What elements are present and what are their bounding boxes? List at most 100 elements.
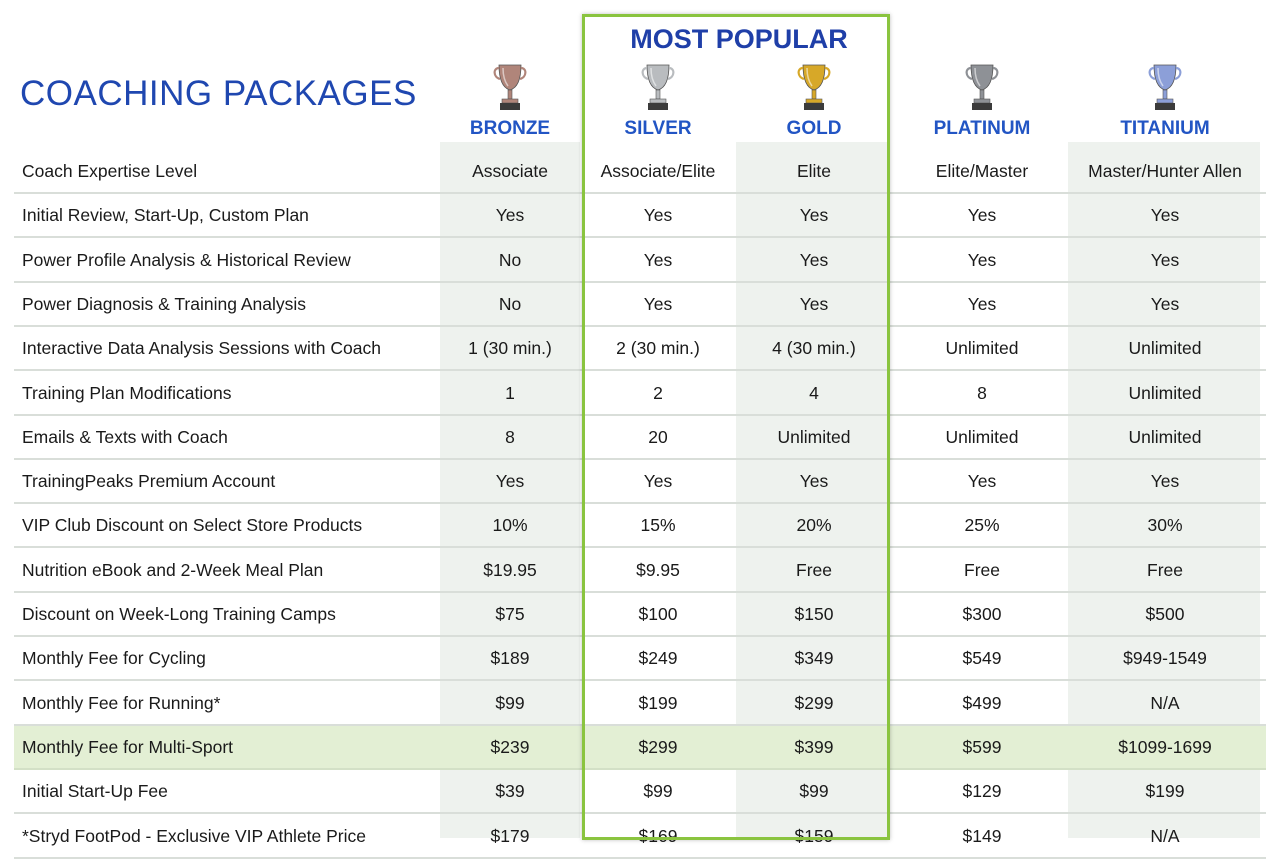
row-label: Emails & Texts with Coach: [22, 426, 228, 447]
row-label: Nutrition eBook and 2-Week Meal Plan: [22, 559, 324, 580]
table-row: Monthly Fee for Cycling $189 $249 $349 $549 $…: [14, 637, 1266, 682]
cell-titanium: Unlimited: [1128, 426, 1202, 447]
cell-bronze: No: [498, 249, 522, 270]
row-label: Monthly Fee for Running*: [22, 692, 221, 713]
cell-titanium: $199: [1145, 781, 1185, 802]
cell-platinum: Yes: [967, 249, 997, 270]
cell-bronze: Yes: [495, 205, 525, 226]
row-label: Monthly Fee for Multi-Sport: [22, 736, 234, 757]
platinum-trophy-icon: [965, 64, 999, 110]
row-label: Discount on Week-Long Training Camps: [22, 604, 336, 624]
cell-silver: $299: [638, 736, 678, 757]
page-title: COACHING PACKAGES: [20, 74, 417, 113]
cell-bronze: 1: [505, 382, 515, 403]
cell-gold: Free: [796, 559, 832, 580]
row-label: Initial Start-Up Fee: [22, 781, 168, 802]
cell-silver: Yes: [643, 205, 673, 226]
cell-platinum: $149: [962, 825, 1002, 846]
tier-header-gold: GOLD: [739, 62, 889, 142]
cell-gold: Yes: [799, 249, 829, 270]
cell-titanium: 30%: [1147, 515, 1183, 536]
cell-platinum: $499: [962, 692, 1002, 713]
cell-bronze: $19.95: [483, 559, 537, 580]
cell-silver: $100: [638, 604, 678, 624]
cell-gold: $159: [794, 825, 834, 846]
cell-titanium: Unlimited: [1128, 338, 1202, 359]
cell-gold: Yes: [799, 293, 829, 314]
tier-name: TITANIUM: [1120, 118, 1210, 139]
table-row: *Stryd FootPod - Exclusive VIP Athlete P…: [14, 815, 1266, 859]
cell-platinum: Free: [964, 559, 1000, 580]
gold-trophy-icon: [797, 64, 831, 110]
cell-silver: $99: [643, 781, 673, 802]
table-row: Emails & Texts with Coach 8 20 Unlimited Unl…: [14, 416, 1266, 460]
cell-platinum: Elite/Master: [935, 161, 1029, 181]
cell-silver: $199: [638, 692, 678, 713]
tier-name: BRONZE: [469, 118, 551, 139]
row-label: Power Diagnosis & Training Analysis: [22, 293, 307, 314]
cell-gold: Elite: [796, 161, 832, 181]
cell-silver: Yes: [643, 293, 673, 314]
table-row: Training Plan Modifications 1 2 4 8 Unlimited: [14, 372, 1266, 416]
row-label: VIP Club Discount on Select Store Produc…: [22, 515, 363, 536]
tier-header-titanium: TITANIUM: [1070, 62, 1260, 142]
table-row: Initial Review, Start-Up, Custom Plan Yes…: [14, 194, 1266, 239]
cell-silver: $249: [638, 648, 678, 669]
cell-platinum: Unlimited: [945, 426, 1019, 447]
table-row: Coach Expertise Level Associate Associate/…: [14, 150, 1266, 194]
cell-silver: $169: [638, 825, 678, 846]
cell-silver: 15%: [640, 515, 676, 536]
row-label: Interactive Data Analysis Sessions with …: [22, 338, 381, 359]
cell-bronze: $75: [495, 604, 525, 624]
cell-titanium: Yes: [1150, 249, 1180, 270]
silver-trophy-icon: [641, 64, 675, 110]
cell-titanium: Yes: [1150, 471, 1180, 492]
cell-platinum: $300: [962, 604, 1002, 624]
column-shade: [736, 142, 890, 838]
cell-titanium: Master/Hunter Allen: [1088, 161, 1242, 181]
cell-silver: Yes: [643, 249, 673, 270]
row-label: Monthly Fee for Cycling: [22, 648, 206, 669]
cell-platinum: $129: [962, 781, 1002, 802]
titanium-trophy-icon: [1148, 64, 1182, 110]
cell-bronze: $99: [495, 692, 525, 713]
table-row: Interactive Data Analysis Sessions with …: [14, 327, 1266, 372]
cell-platinum: Yes: [967, 205, 997, 226]
cell-silver: 20: [648, 426, 668, 447]
cell-silver: $9.95: [636, 559, 680, 580]
cell-platinum: 25%: [964, 515, 1000, 536]
column-shade: [440, 142, 580, 838]
tier-header-silver: SILVER: [583, 62, 733, 142]
cell-gold: $99: [799, 781, 829, 802]
cell-gold: $399: [794, 736, 834, 757]
cell-titanium: N/A: [1150, 692, 1180, 713]
cell-titanium: Yes: [1150, 205, 1180, 226]
cell-platinum: Yes: [967, 293, 997, 314]
table-row: Initial Start-Up Fee $39 $99 $99 $129 $199: [14, 770, 1266, 815]
cell-gold: 4: [809, 382, 819, 403]
row-label: Power Profile Analysis & Historical Revi…: [22, 249, 351, 270]
tier-header-bronze: BRONZE: [440, 62, 580, 142]
table-row: Power Diagnosis & Training Analysis No Yes…: [14, 283, 1266, 327]
cell-gold: 4 (30 min.): [772, 338, 856, 359]
cell-bronze: $189: [490, 648, 530, 669]
row-label: Coach Expertise Level: [22, 161, 198, 181]
table-row: Nutrition eBook and 2-Week Meal Plan $19.…: [14, 549, 1266, 593]
cell-bronze: $239: [490, 736, 530, 757]
tier-header-platinum: PLATINUM: [902, 62, 1062, 142]
column-shade: [1068, 142, 1260, 838]
cell-bronze: Associate: [472, 161, 548, 181]
table-row: Discount on Week-Long Training Camps $75 $…: [14, 593, 1266, 637]
cell-silver: 2 (30 min.): [616, 338, 700, 359]
most-popular-label: MOST POPULAR: [630, 24, 848, 54]
cell-gold: $150: [794, 604, 834, 624]
cell-platinum: Yes: [967, 471, 997, 492]
table-row: TrainingPeaks Premium Account Yes Yes Yes Ye…: [14, 460, 1266, 505]
row-label: TrainingPeaks Premium Account: [22, 471, 276, 492]
table-row: VIP Club Discount on Select Store Produc…: [14, 504, 1266, 549]
cell-gold: $349: [794, 648, 834, 669]
cell-gold: $299: [794, 692, 834, 713]
cell-titanium: $500: [1145, 604, 1185, 624]
cell-titanium: $949-1549: [1123, 648, 1207, 669]
